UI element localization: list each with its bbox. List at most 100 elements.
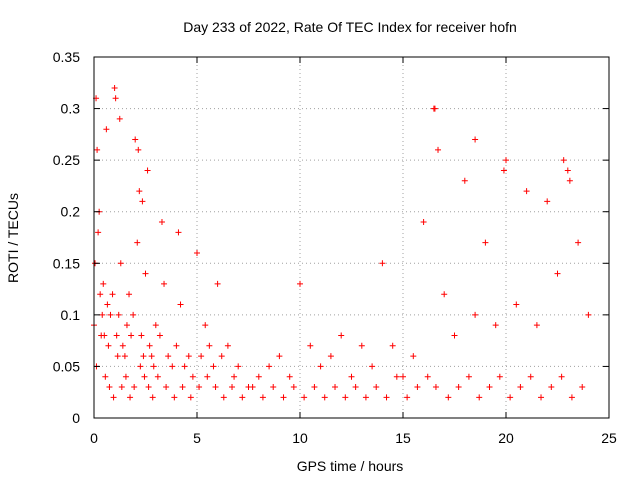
data-point [500,167,507,174]
data-point [503,157,509,164]
data-point [400,373,406,380]
data-point [431,105,438,112]
data-point [123,322,130,329]
data-point [276,353,283,360]
data-point [118,384,125,391]
data-point [165,353,172,360]
x-tick-label: 10 [292,430,308,446]
data-point [362,394,369,401]
data-point [472,136,479,143]
data-point [128,332,135,339]
data-point [210,363,217,370]
data-point [104,301,111,308]
data-point [566,177,573,184]
data-point [97,291,104,298]
data-point [465,373,472,380]
data-point [527,373,534,380]
data-point [111,84,118,91]
data-point [523,188,530,195]
data-point [139,198,146,205]
data-point [445,394,452,401]
data-point [138,332,145,339]
data-point [107,311,114,318]
data-point [420,219,427,226]
data-point [517,384,524,391]
data-point [116,115,123,122]
data-point [131,384,138,391]
data-point [99,311,106,318]
data-point [194,249,200,256]
data-point [548,384,555,391]
data-point [297,280,303,287]
data-point [585,311,592,318]
data-point [410,353,417,360]
data-point [126,291,133,298]
data-point [113,332,120,339]
data-point [106,384,113,391]
data-point [379,260,386,267]
axis-ticks: 0 5 10 15 20 25 0 0.05 0.1 0.15 0.2 0.25 0.3 0.35 [53,49,617,446]
data-point [114,353,121,360]
data-point [105,342,112,349]
data-point [533,322,540,329]
grid [94,57,609,418]
data-point [206,342,213,349]
data-point [383,394,390,401]
data-point [146,342,153,349]
data-point [141,373,148,380]
data-point [173,342,180,349]
data-point [185,353,192,360]
data-point [103,126,110,133]
data-point [202,322,209,329]
data-point [414,384,421,391]
data-point [137,363,144,370]
data-point [259,394,266,401]
data-point [161,280,168,287]
data-point [95,229,102,236]
data-point [455,384,462,391]
data-point [149,394,156,401]
data-point [212,384,219,391]
data-point [441,291,448,298]
data-point [145,384,152,391]
data-point [373,384,380,391]
data-point [112,95,119,102]
data-point [317,363,324,370]
data-point [132,136,139,143]
data-point [156,332,163,339]
data-point [148,353,155,360]
data-point [130,311,137,318]
data-point [286,373,293,380]
data-point [102,373,109,380]
data-point [235,363,242,370]
data-point [239,394,246,401]
data-point [270,384,277,391]
y-tick-label: 0.3 [61,101,81,117]
data-point [150,363,157,370]
data-point [187,394,194,401]
data-point [177,301,184,308]
data-point [249,384,256,391]
data-point [144,167,151,174]
data-point [154,373,161,380]
data-point [338,332,345,339]
data-point [175,229,182,236]
data-point [189,373,196,380]
data-point [218,353,225,360]
data-point [560,157,567,164]
data-point [229,384,236,391]
data-point [115,311,122,318]
data-point [266,363,273,370]
x-tick-label: 0 [90,430,98,446]
data-point [538,394,545,401]
data-point [134,239,141,246]
data-point [255,373,262,380]
data-point [231,373,238,380]
data-point [98,332,105,339]
y-tick-label: 0.25 [53,152,80,168]
data-point [496,373,503,380]
data-point [513,301,520,308]
chart-title: Day 233 of 2022, Rate Of TEC Index for r… [183,19,517,35]
data-point [389,342,396,349]
